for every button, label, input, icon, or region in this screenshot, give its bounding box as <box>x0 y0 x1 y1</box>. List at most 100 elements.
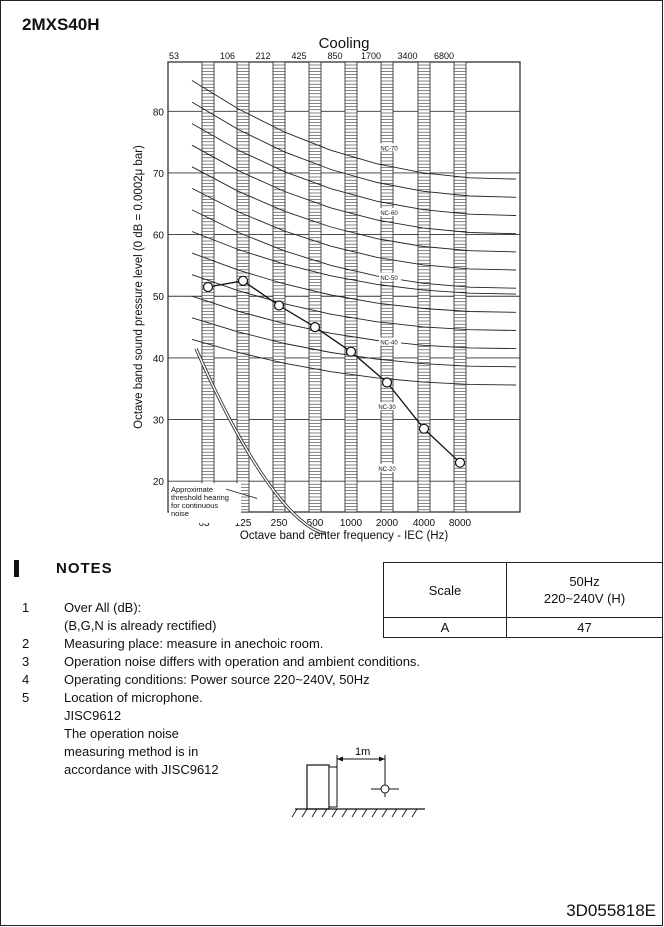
microphone-location-diagram: 1m <box>291 746 425 818</box>
measured-noise-line <box>207 280 461 464</box>
nc-reference-curve <box>191 252 517 313</box>
x-top-tick-label: 425 <box>291 51 306 61</box>
x-top-tick-label: 212 <box>255 51 270 61</box>
octave-band-ladder <box>344 61 358 513</box>
y-tick-label: 40 <box>153 354 165 365</box>
nc-curve-label: NC-70 <box>380 146 398 152</box>
note-number: 2 <box>22 636 30 651</box>
measured-noise-point <box>273 300 285 311</box>
nc-reference-curve <box>191 209 517 289</box>
x-axis-label: Octave band center frequency - IEC (Hz) <box>240 530 449 542</box>
nc-curve-label: NC-60 <box>380 211 398 217</box>
table-cell-value: 47 <box>506 617 663 638</box>
nc-label-bg <box>379 208 401 217</box>
floor-hatch <box>291 808 418 818</box>
measured-noise-point <box>309 322 321 333</box>
x-top-tick-label: 106 <box>220 51 235 61</box>
measured-noise-point <box>418 423 430 434</box>
x-bottom-tick-label: 2000 <box>376 518 399 529</box>
nc-label-bg <box>379 143 401 152</box>
overall-noise-table: Scale 50Hz 220~240V (H) A 47 <box>383 562 663 638</box>
threshold-label-leader <box>225 488 258 499</box>
table-cell-scale: A <box>383 617 507 638</box>
table-header-scale: Scale <box>383 562 507 618</box>
nc-reference-curve <box>191 231 517 295</box>
note-5-line-3: The operation noise <box>64 726 179 741</box>
threshold-hearing-curve-inner <box>195 348 327 535</box>
table-header-volt: 220~240V (H) <box>543 591 626 606</box>
note-2-line-1: Measuring place: measure in anechoic roo… <box>64 636 324 651</box>
notes-marker <box>14 560 19 577</box>
microphone-icon <box>380 784 390 794</box>
x-bottom-tick-label: 1000 <box>340 518 363 529</box>
nc-reference-curve <box>191 123 517 216</box>
nc-curve-label: NC-20 <box>378 467 396 473</box>
note-5-line-1: Location of microphone. <box>64 690 203 705</box>
note-number: 1 <box>22 600 30 615</box>
document-code: 3D055818E <box>566 901 656 920</box>
nc-label-bg <box>377 463 399 472</box>
octave-band-ladder <box>380 61 394 513</box>
octave-band-ladder <box>272 61 286 513</box>
y-tick-label: 80 <box>153 107 165 118</box>
octave-band-ladder <box>417 61 431 513</box>
measured-noise-point <box>381 377 393 388</box>
unit-front-panel <box>328 766 338 808</box>
x-bottom-tick-label: 250 <box>271 518 288 529</box>
threshold-label-line: noise <box>171 509 189 518</box>
y-tick-label: 70 <box>153 169 165 180</box>
nc-label-bg <box>379 272 401 281</box>
measured-noise-point <box>237 275 249 286</box>
x-top-tick-label: 53 <box>169 51 179 61</box>
y-axis-label: Octave band sound pressure level (0 dB =… <box>133 145 145 429</box>
note-3-line-1: Operation noise differs with operation a… <box>64 654 421 669</box>
dim-label: 1m <box>355 746 370 758</box>
x-top-tick-label: 3400 <box>397 51 417 61</box>
note-1-line-2: (B,G,N is already rectified) <box>64 618 217 633</box>
notes-title: NOTES <box>56 560 113 577</box>
unit-outline <box>306 764 330 810</box>
nc-label-bg <box>377 402 399 411</box>
noise-chart: 20 30 40 50 60 70 80 63 53 125 106 250 212 500 425 1000… <box>133 35 521 542</box>
y-tick-label: 30 <box>153 416 165 427</box>
table-header-condition: 50Hz 220~240V (H) <box>506 562 663 618</box>
nc-reference-curve <box>191 187 517 271</box>
threshold-label-line: threshold hearing <box>171 493 229 502</box>
ladder-rungs <box>273 64 285 511</box>
nc-reference-curve <box>191 338 517 386</box>
x-bottom-tick-label: 63 <box>198 518 210 529</box>
nc-reference-curve <box>191 274 517 331</box>
note-4-line-1: Operating conditions: Power source 220~2… <box>64 672 370 687</box>
nc-curve-label: NC-50 <box>380 276 398 282</box>
y-tick-label: 50 <box>153 292 165 303</box>
x-bottom-tick-label: 4000 <box>413 518 436 529</box>
table-header-freq: 50Hz <box>569 574 600 589</box>
octave-band-ladder <box>308 61 322 513</box>
dim-arrow-left <box>337 756 343 762</box>
nc-reference-curve <box>191 317 517 368</box>
nc-reference-curve <box>191 101 517 198</box>
y-tick-label: 20 <box>153 477 165 488</box>
ladder-rungs <box>237 64 249 511</box>
x-top-tick-label: 6800 <box>434 51 454 61</box>
model-name: 2MXS40H <box>22 15 100 34</box>
threshold-label-line: Approximate <box>171 485 213 494</box>
ladder-rungs <box>418 64 430 511</box>
dim-arrow-right <box>379 756 385 762</box>
note-number: 5 <box>22 690 30 705</box>
y-tick-label: 60 <box>153 231 165 242</box>
nc-reference-curve <box>191 144 517 235</box>
note-5-line-5: accordance with JISC9612 <box>64 762 219 777</box>
nc-label-bg <box>379 337 401 346</box>
nc-reference-curve <box>191 295 517 350</box>
chart-title: Cooling <box>319 35 370 52</box>
note-number: 3 <box>22 654 30 669</box>
measured-noise-point <box>202 281 214 293</box>
x-bottom-tick-label: 500 <box>307 518 324 529</box>
x-bottom-tick-label: 8000 <box>449 518 472 529</box>
measured-noise-point <box>454 457 466 468</box>
x-bottom-tick-label: 125 <box>235 518 252 529</box>
note-number: 4 <box>22 672 30 687</box>
ladder-rungs <box>345 64 357 511</box>
